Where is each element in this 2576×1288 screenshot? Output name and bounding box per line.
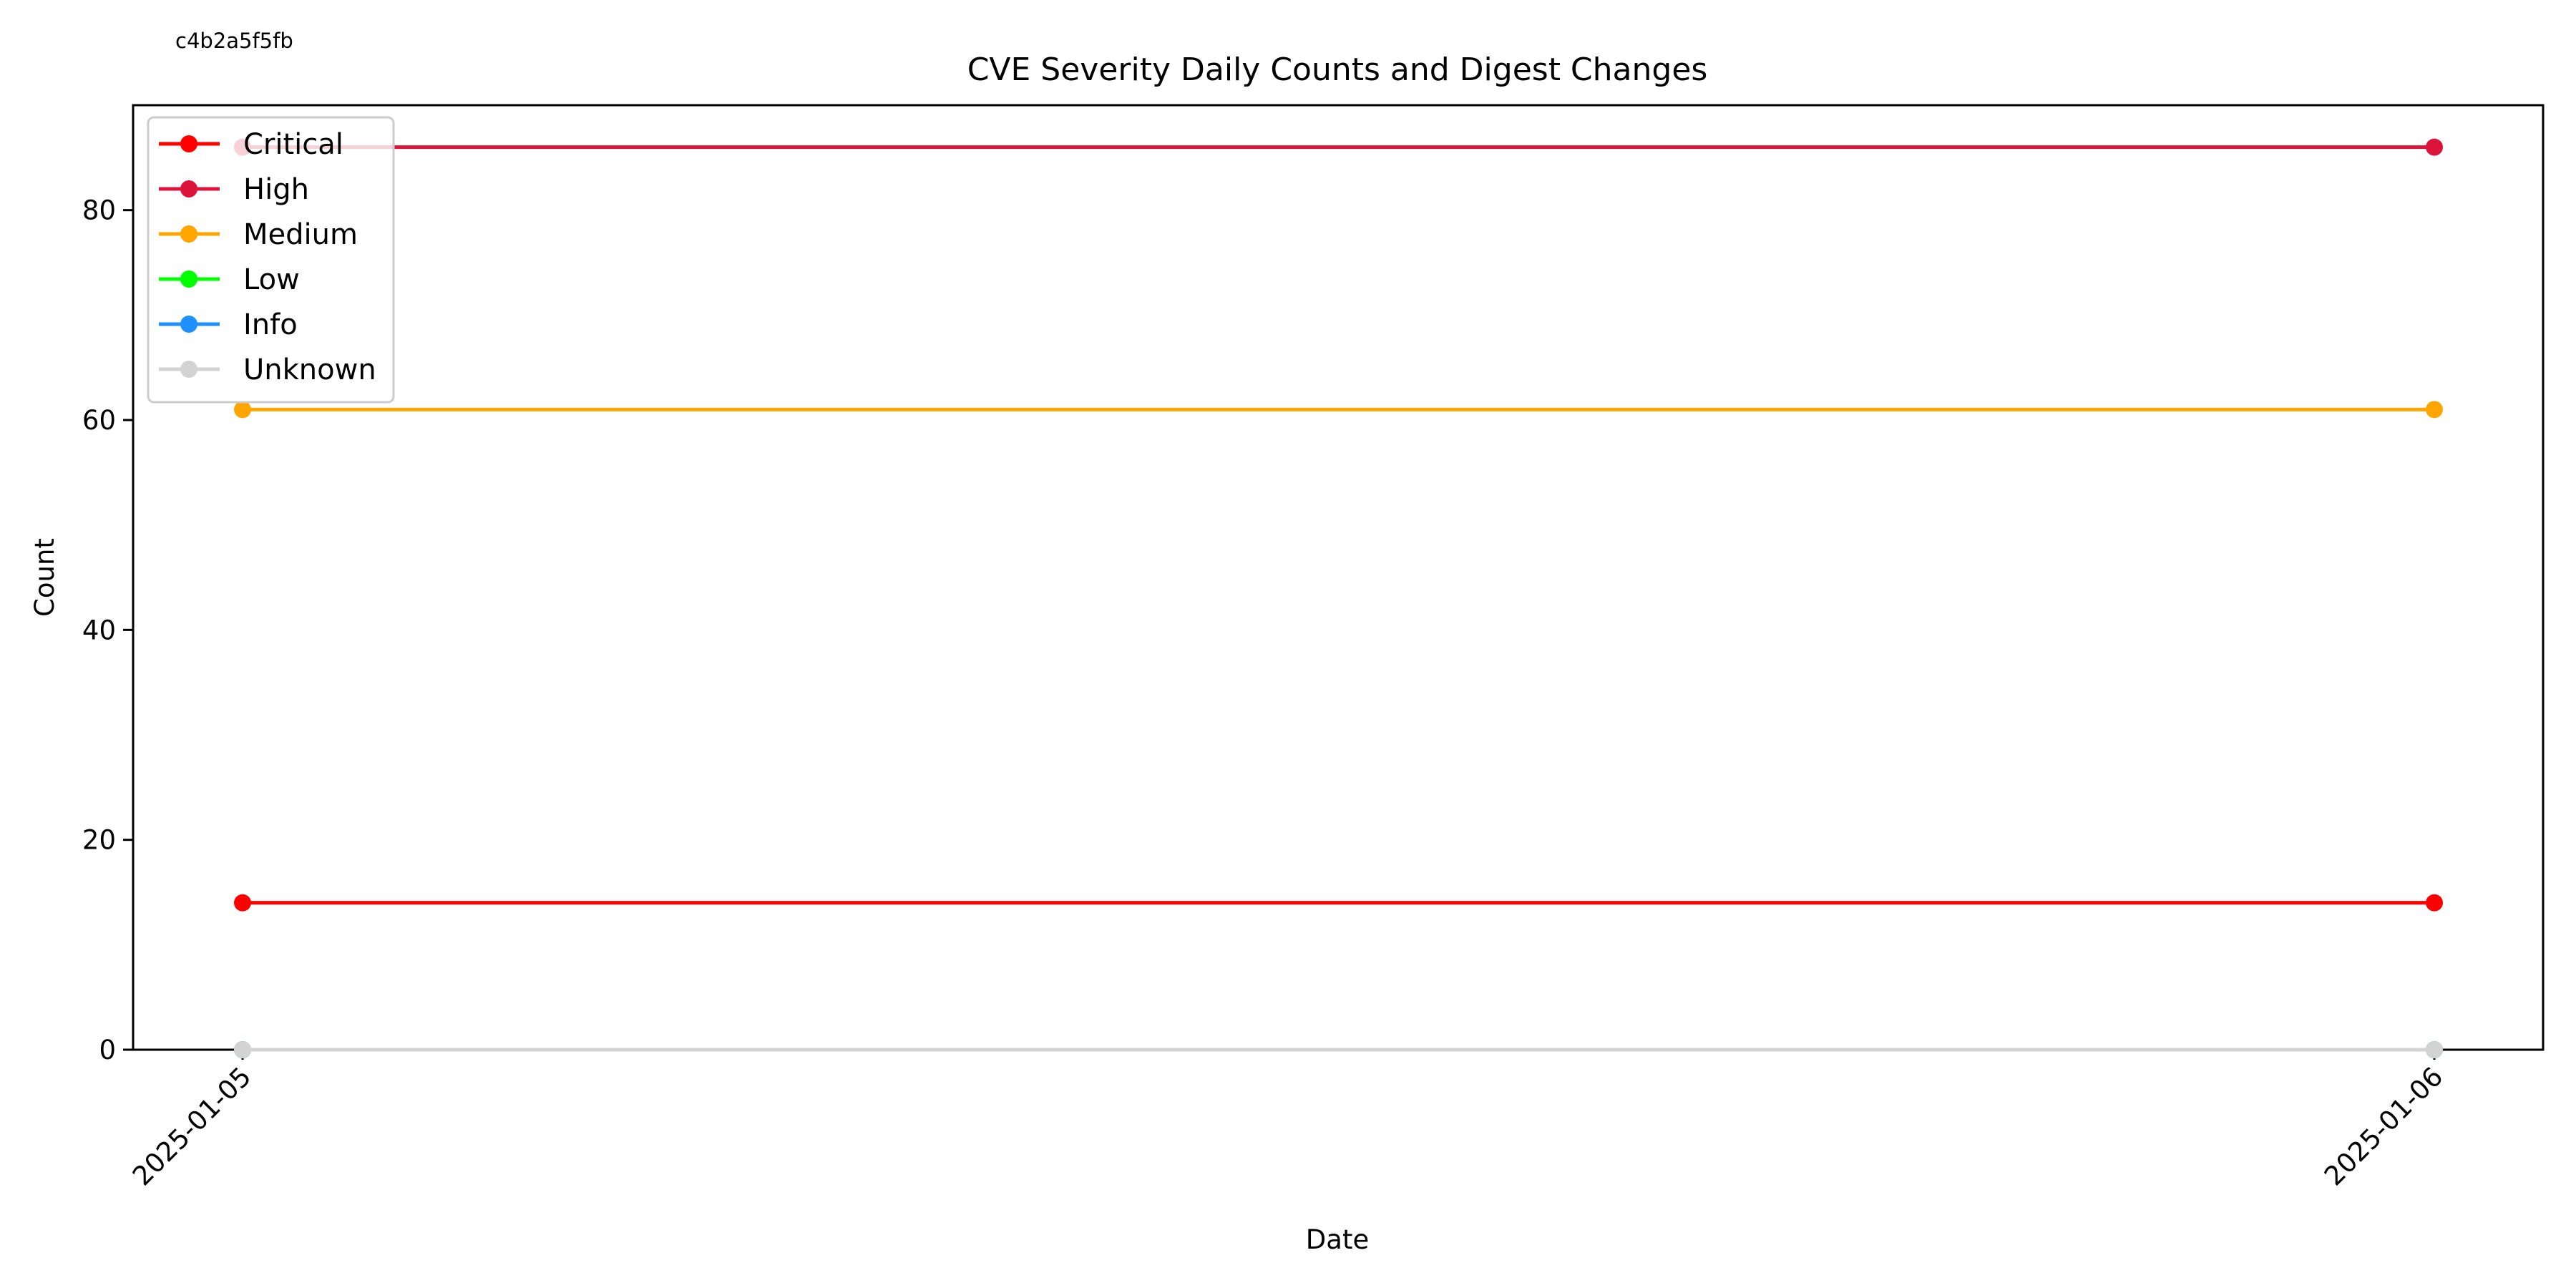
y-tick-label: 80 bbox=[82, 195, 116, 226]
legend-marker-info bbox=[180, 316, 197, 333]
x-tick-label: 2025-01-06 bbox=[2318, 1061, 2449, 1191]
legend-label-high: High bbox=[243, 173, 309, 206]
y-axis: 0 20 40 60 80 bbox=[82, 195, 133, 1065]
chart-title: CVE Severity Daily Counts and Digest Cha… bbox=[967, 52, 1708, 88]
x-axis: 2025-01-05 2025-01-06 bbox=[127, 1050, 2449, 1191]
x-axis-label: Date bbox=[1306, 1224, 1369, 1255]
data-point-unknown bbox=[2426, 1041, 2443, 1058]
legend-label-unknown: Unknown bbox=[243, 353, 376, 386]
data-point-high bbox=[2426, 138, 2443, 156]
legend-label-medium: Medium bbox=[243, 218, 358, 251]
y-tick-label: 60 bbox=[82, 405, 116, 436]
y-axis-label: Count bbox=[29, 538, 60, 617]
y-tick-label: 0 bbox=[99, 1035, 116, 1065]
annotation-text: c4b2a5f5fb bbox=[175, 29, 293, 53]
legend-marker-medium bbox=[180, 225, 197, 243]
y-tick-label: 20 bbox=[82, 825, 116, 856]
legend-marker-unknown bbox=[180, 361, 197, 378]
x-tick-label: 2025-01-05 bbox=[127, 1061, 257, 1191]
data-point-critical bbox=[2426, 894, 2443, 912]
y-tick-label: 40 bbox=[82, 615, 116, 645]
legend-marker-high bbox=[180, 180, 197, 197]
legend-label-critical: Critical bbox=[243, 128, 343, 161]
plot-area bbox=[132, 104, 2545, 1051]
data-point-critical bbox=[234, 894, 251, 912]
legend: Critical High Medium Low Info Unknown bbox=[147, 116, 395, 404]
data-point-unknown bbox=[234, 1041, 251, 1058]
data-point-medium bbox=[234, 401, 251, 419]
legend-marker-low bbox=[180, 270, 197, 288]
data-point-medium bbox=[2426, 401, 2443, 419]
legend-label-info: Info bbox=[243, 308, 298, 341]
legend-label-low: Low bbox=[243, 263, 300, 296]
legend-marker-critical bbox=[180, 135, 197, 152]
